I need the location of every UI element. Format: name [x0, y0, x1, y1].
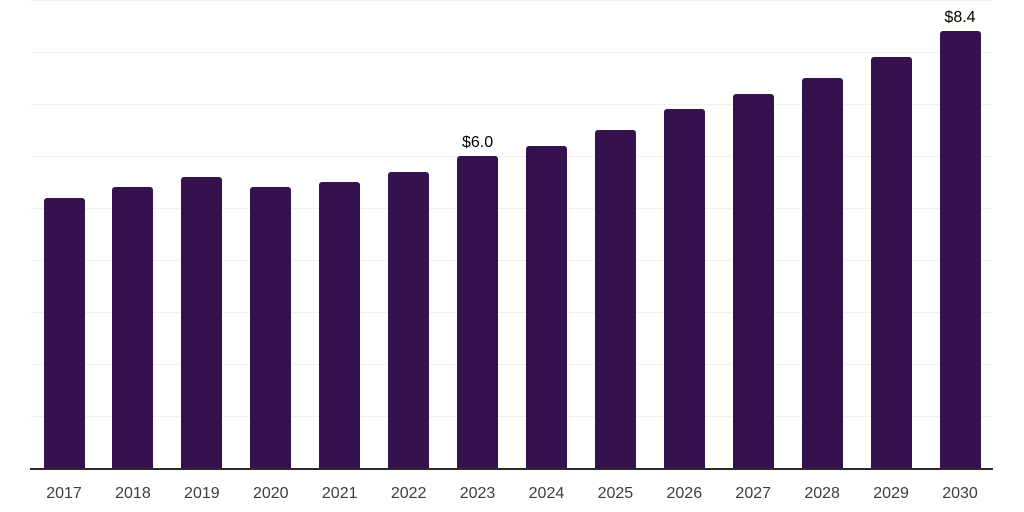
- bar-2027: [732, 93, 774, 468]
- x-tick-label-2028: 2028: [804, 485, 840, 502]
- bar-value-label-2023: $6.0: [461, 134, 494, 151]
- bar-2021: [319, 182, 361, 468]
- bar-2019: [181, 176, 223, 468]
- gridline: [30, 208, 993, 209]
- x-tick-label-2027: 2027: [735, 485, 772, 502]
- gridline: [30, 260, 993, 261]
- x-tick-label-2018: 2018: [115, 485, 151, 502]
- x-tick-label-2026: 2026: [666, 485, 703, 502]
- bar-2029: [870, 57, 912, 468]
- bar-2028: [801, 78, 843, 468]
- x-tick-label-2017: 2017: [46, 485, 82, 502]
- gridline: [30, 104, 993, 105]
- plot-area: $6.0 $8.4: [30, 0, 993, 470]
- gridline: [30, 0, 993, 1]
- bar-2026: [663, 109, 705, 468]
- x-tick-label-2029: 2029: [873, 485, 909, 502]
- x-tick-label-2021: 2021: [321, 485, 358, 502]
- x-tick-label-2019: 2019: [184, 485, 220, 502]
- bar-2018: [112, 187, 154, 468]
- x-tick-label-2025: 2025: [597, 485, 634, 502]
- gridline: [30, 156, 993, 157]
- bar-2024: [525, 145, 567, 468]
- gridline: [30, 52, 993, 53]
- gridline: [30, 364, 993, 365]
- bar-2020: [250, 187, 292, 468]
- bar-2017: [43, 197, 85, 468]
- gridline: [30, 312, 993, 313]
- bar-2030: [939, 31, 981, 468]
- bar-2023: [457, 156, 499, 468]
- bar-2025: [594, 130, 636, 468]
- x-tick-label-2024: 2024: [528, 485, 565, 502]
- bar-2022: [388, 171, 430, 468]
- gridline: [30, 416, 993, 417]
- x-tick-label-2020: 2020: [252, 485, 289, 502]
- x-tick-label-2023: 2023: [459, 485, 496, 502]
- x-tick-label-2022: 2022: [390, 485, 427, 502]
- x-tick-label-2030: 2030: [942, 485, 978, 502]
- bar-value-label-2030: $8.4: [944, 9, 976, 27]
